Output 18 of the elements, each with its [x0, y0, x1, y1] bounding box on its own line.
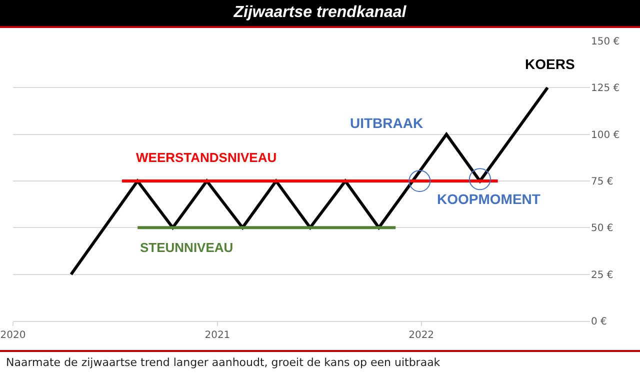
x-tick-label: 2022 — [408, 330, 434, 341]
line-series — [70, 86, 550, 276]
y-tick-label: 150 € — [591, 36, 620, 48]
y-tick-label: 125 € — [591, 83, 620, 94]
y-tick-label: 50 € — [591, 223, 614, 234]
series-label: WEERSTANDSNIVEAU — [136, 150, 277, 165]
series-label: KOERS — [525, 56, 575, 72]
x-tick-label: 2020 — [0, 330, 26, 341]
annotation: KOOPMOMENT — [437, 191, 541, 207]
y-tick-label: 25 € — [591, 270, 614, 281]
chart-title: Zijwaartse trendkanaal — [0, 0, 640, 28]
annotation: UITBRAAK — [350, 115, 424, 131]
text: Naarmate de zijwaartse trend langer aanhoudt, groeit de kans op een uitbraak — [0, 350, 640, 369]
y-tick-label: 100 € — [591, 130, 620, 141]
y-tick-label: 0 € — [591, 316, 607, 328]
x-tick-label: 2021 — [204, 330, 230, 341]
y-tick-label: 75 € — [591, 176, 614, 188]
series-label: STEUNNIVEAU — [140, 240, 234, 255]
